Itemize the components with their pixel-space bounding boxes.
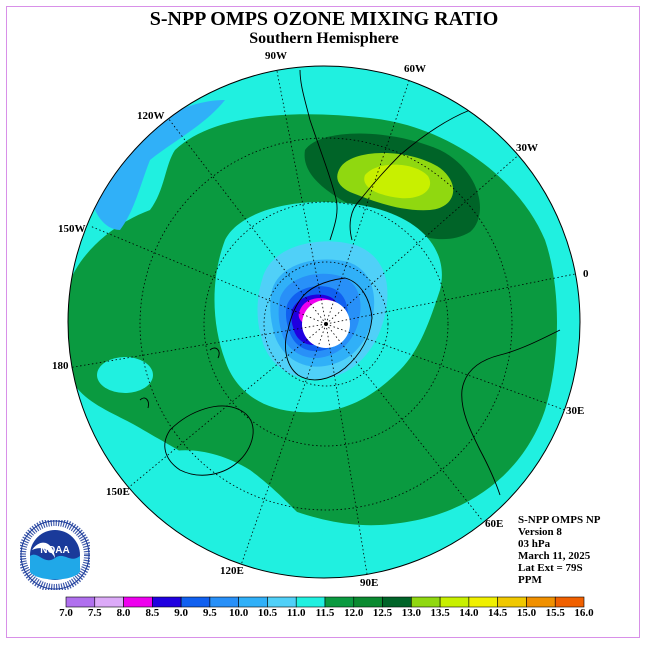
color-tick-13.5: 13.5 [430, 607, 450, 619]
color-swatch-15.0 [526, 596, 556, 608]
coastline-new-zealand [139, 347, 220, 409]
meridian-120e [239, 323, 327, 569]
color-swatch-8.5 [152, 596, 182, 608]
color-swatch-9.0 [180, 596, 211, 608]
color-swatch-7.5 [94, 596, 124, 608]
info-version: Version 8 [518, 526, 562, 538]
color-swatch-8.0 [123, 596, 153, 608]
color-tick-13.0: 13.0 [401, 607, 421, 619]
color-swatch-14.0 [468, 596, 498, 608]
latitude-circle-70s [263, 261, 389, 387]
color-tick-8.5: 8.5 [145, 607, 160, 619]
color-swatch-7.0 [65, 596, 96, 608]
map-subtitle: Southern Hemisphere [249, 30, 399, 47]
label-30w: 30W [516, 142, 538, 154]
color-swatch-12.0 [353, 596, 383, 608]
color-swatch-10.5 [267, 596, 297, 608]
color-tick-10.5: 10.5 [257, 607, 278, 619]
info-pressure: 03 hPa [518, 538, 551, 550]
latitude-circle-30s [139, 137, 513, 511]
color-tick-11.5: 11.5 [315, 607, 335, 619]
color-tick-15.5: 15.5 [545, 607, 565, 619]
color-tick-10.0: 10.0 [229, 607, 249, 619]
noaa-logo: NOAA [20, 520, 90, 590]
map-frame [6, 6, 640, 638]
label-150w: 150W [58, 223, 86, 235]
color-swatch-10.0 [238, 596, 268, 608]
label-120w: 120W [137, 110, 165, 122]
meridian-90e [325, 323, 369, 578]
color-tick-7.0: 7.0 [59, 607, 73, 619]
south-pole-marker [324, 322, 328, 326]
color-swatch-13.0 [411, 596, 441, 608]
meridian-60w [325, 77, 411, 325]
graticule [68, 66, 580, 578]
color-tick-8.0: 8.0 [116, 607, 131, 619]
label-60w: 60W [404, 63, 426, 75]
label-180: 180 [52, 360, 69, 372]
ozone-field-13.0 [364, 164, 431, 199]
coastlines [139, 69, 561, 496]
meridian-150w [89, 225, 327, 325]
label-0: 0 [583, 268, 589, 280]
color-tick-14.0: 14.0 [459, 607, 479, 619]
label-30e: 30E [566, 405, 585, 417]
coastline-south-america-east [299, 69, 338, 241]
color-tick-12.0: 12.0 [344, 607, 364, 619]
info-units: PPM [518, 574, 542, 586]
color-swatch-11.5 [324, 596, 355, 608]
color-swatch-13.5 [439, 596, 470, 608]
product-info: S-NPP OMPS NP Version 8 03 hPa March 11,… [518, 514, 601, 586]
ozone-field-10.5-west [91, 100, 225, 230]
meridian-30w [325, 151, 523, 325]
latitude-circle-50s [203, 201, 449, 447]
color-tick-16.0: 16.0 [574, 607, 594, 619]
color-tick-12.5: 12.5 [372, 607, 393, 619]
logo-text: NOAA [40, 545, 69, 556]
ozone-field-11.0-blob [97, 357, 153, 393]
label-90e: 90E [360, 577, 379, 589]
info-instrument: S-NPP OMPS NP [518, 514, 601, 526]
color-tick-9.5: 9.5 [203, 607, 217, 619]
map-boundary [67, 65, 581, 579]
meridian-0 [325, 271, 580, 325]
coastline-antarctica [285, 277, 373, 381]
color-tick-14.5: 14.5 [488, 607, 508, 619]
meridian-60e [325, 323, 483, 521]
meridian-120w [167, 117, 327, 325]
color-swatch-15.5 [554, 596, 585, 608]
color-tick-15.0: 15.0 [516, 607, 537, 619]
label-60e: 60E [485, 518, 504, 530]
info-date: March 11, 2025 [518, 550, 591, 562]
color-swatch-11.0 [295, 596, 326, 608]
meridian-150e [127, 323, 327, 489]
label-120e: 120E [220, 565, 244, 577]
coastline-africa [461, 329, 561, 496]
coastline-australia [164, 405, 254, 476]
color-tick-7.5: 7.5 [87, 607, 102, 619]
map-title: S-NPP OMPS OZONE MIXING RATIO [149, 8, 499, 30]
color-swatch-9.5 [209, 596, 239, 608]
color-swatch-14.5 [497, 596, 527, 608]
color-swatch-12.5 [382, 596, 412, 608]
label-90w: 90W [265, 50, 287, 62]
label-150e: 150E [106, 486, 130, 498]
color-tick-11.0: 11.0 [286, 607, 306, 619]
info-lat-extent: Lat Ext = 79S [518, 562, 583, 574]
color-tick-9.0: 9.0 [174, 607, 188, 619]
